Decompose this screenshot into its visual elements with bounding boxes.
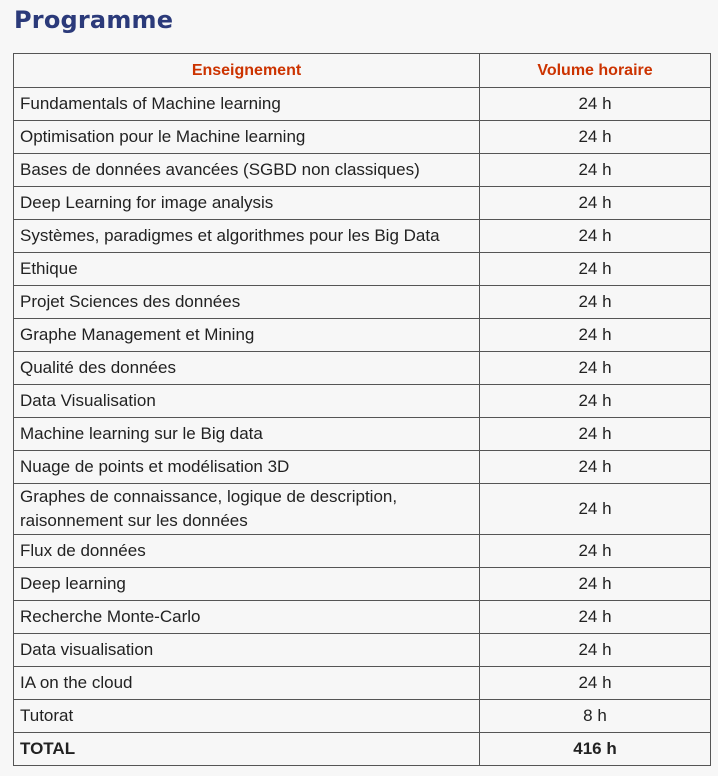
course-name: Fundamentals of Machine learning (13, 87, 480, 121)
table-row: IA on the cloud 24 h (13, 666, 711, 700)
course-hours: 24 h (479, 186, 711, 220)
course-name: Recherche Monte-Carlo (13, 600, 480, 634)
table-header-row: Enseignement Volume horaire (13, 53, 711, 88)
course-hours: 24 h (479, 534, 711, 568)
programme-table: Enseignement Volume horaire Fundamentals… (13, 53, 711, 766)
table-row: Graphe Management et Mining 24 h (13, 318, 711, 352)
course-hours: 24 h (479, 600, 711, 634)
course-name: Graphe Management et Mining (13, 318, 480, 352)
course-name: Flux de données (13, 534, 480, 568)
table-row: Projet Sciences des données 24 h (13, 285, 711, 319)
course-hours: 24 h (479, 285, 711, 319)
table-row: Recherche Monte-Carlo 24 h (13, 600, 711, 634)
table-row: Deep learning 24 h (13, 567, 711, 601)
table-row: Flux de données 24 h (13, 534, 711, 568)
course-hours: 24 h (479, 87, 711, 121)
course-name: Machine learning sur le Big data (13, 417, 480, 451)
table-row: Machine learning sur le Big data 24 h (13, 417, 711, 451)
course-hours: 24 h (479, 417, 711, 451)
total-label: TOTAL (13, 732, 480, 766)
table-row: Data visualisation 24 h (13, 633, 711, 667)
course-hours: 24 h (479, 153, 711, 187)
table-row: Tutorat 8 h (13, 699, 711, 733)
course-name: Bases de données avancées (SGBD non clas… (13, 153, 480, 187)
table-row: Fundamentals of Machine learning 24 h (13, 87, 711, 121)
course-hours: 24 h (479, 351, 711, 385)
course-hours: 24 h (479, 567, 711, 601)
course-hours: 24 h (479, 219, 711, 253)
course-name: Systèmes, paradigmes et algorithmes pour… (13, 219, 480, 253)
course-hours: 24 h (479, 318, 711, 352)
course-name: Tutorat (13, 699, 480, 733)
course-name: Data visualisation (13, 633, 480, 667)
column-header-enseignement: Enseignement (13, 53, 480, 88)
page-title: Programme (14, 6, 174, 34)
table-row: Ethique 24 h (13, 252, 711, 286)
course-hours: 24 h (479, 483, 711, 535)
total-row: TOTAL 416 h (13, 732, 711, 766)
course-name: Projet Sciences des données (13, 285, 480, 319)
course-name: Graphes de connaissance, logique de desc… (13, 483, 480, 535)
course-name: Nuage de points et modélisation 3D (13, 450, 480, 484)
course-hours: 8 h (479, 699, 711, 733)
course-hours: 24 h (479, 384, 711, 418)
course-hours: 24 h (479, 450, 711, 484)
course-hours: 24 h (479, 633, 711, 667)
column-header-volume-horaire: Volume horaire (479, 53, 711, 88)
table-row: Graphes de connaissance, logique de desc… (13, 483, 711, 535)
table-row: Data Visualisation 24 h (13, 384, 711, 418)
total-hours: 416 h (479, 732, 711, 766)
table-row: Nuage de points et modélisation 3D 24 h (13, 450, 711, 484)
course-name: Qualité des données (13, 351, 480, 385)
course-name: Data Visualisation (13, 384, 480, 418)
course-name: Deep Learning for image analysis (13, 186, 480, 220)
table-row: Deep Learning for image analysis 24 h (13, 186, 711, 220)
table-row: Bases de données avancées (SGBD non clas… (13, 153, 711, 187)
course-name: IA on the cloud (13, 666, 480, 700)
course-hours: 24 h (479, 666, 711, 700)
course-name: Optimisation pour le Machine learning (13, 120, 480, 154)
table-row: Systèmes, paradigmes et algorithmes pour… (13, 219, 711, 253)
table-row: Optimisation pour le Machine learning 24… (13, 120, 711, 154)
course-hours: 24 h (479, 120, 711, 154)
course-name: Ethique (13, 252, 480, 286)
course-name: Deep learning (13, 567, 480, 601)
course-hours: 24 h (479, 252, 711, 286)
table-row: Qualité des données 24 h (13, 351, 711, 385)
